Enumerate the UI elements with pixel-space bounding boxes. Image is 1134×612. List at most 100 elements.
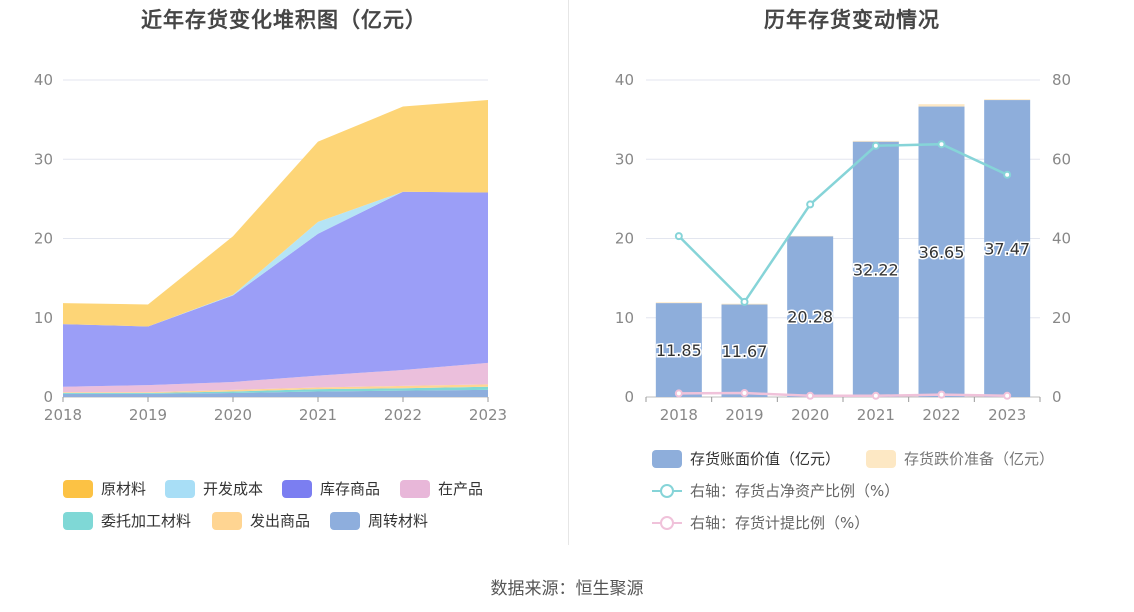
legend-item[interactable]: 开发成本 bbox=[165, 478, 263, 499]
x-tick-label: 2018 bbox=[660, 406, 698, 424]
area-周转材料 bbox=[63, 389, 488, 397]
y-tick-label: 0 bbox=[43, 388, 53, 406]
legend-swatch bbox=[165, 479, 195, 498]
panel-divider bbox=[568, 0, 569, 545]
bar-book-value bbox=[918, 106, 965, 397]
y2-tick-label: 0 bbox=[1052, 388, 1062, 406]
area-开发成本 bbox=[63, 191, 488, 327]
y2-tick-label: 40 bbox=[1052, 230, 1071, 248]
bar-book-value bbox=[852, 141, 899, 397]
legend-item[interactable]: 右轴：存货计提比例（%） bbox=[652, 512, 869, 533]
right-chart-legend: 存货账面价值（亿元） 存货跌价准备（亿元） 右轴：存货占净资产比例（%） 右轴：存货计… bbox=[570, 446, 1134, 536]
x-tick-label: 2020 bbox=[791, 406, 829, 424]
legend-label: 委托加工材料 bbox=[101, 512, 192, 530]
legend-item[interactable]: 周转材料 bbox=[330, 510, 428, 531]
area-原材料 bbox=[63, 100, 488, 327]
legend-item[interactable]: 原材料 bbox=[63, 478, 146, 499]
area-发出商品 bbox=[63, 384, 488, 394]
bar-provision bbox=[984, 99, 1031, 101]
area-在产品 bbox=[63, 362, 488, 393]
y2-tick-label: 60 bbox=[1052, 150, 1071, 168]
y-tick-label: 20 bbox=[615, 230, 634, 248]
legend-swatch bbox=[282, 479, 312, 498]
legend-item[interactable]: 存货账面价值（亿元） bbox=[652, 448, 840, 469]
legend-swatch bbox=[63, 479, 93, 498]
x-tick-label: 2020 bbox=[214, 406, 252, 424]
line-右轴：存货占净资产比例（%） bbox=[677, 142, 1008, 304]
legend-item[interactable]: 右轴：存货占净资产比例（%） bbox=[652, 480, 899, 501]
bar-data-label: 32.22 bbox=[853, 260, 899, 279]
x-tick-label: 2022 bbox=[384, 406, 422, 424]
legend-swatch bbox=[652, 514, 682, 532]
line-point bbox=[1003, 170, 1012, 179]
legend-swatch bbox=[212, 511, 242, 530]
left-chart-title: 近年存货变化堆积图（亿元） bbox=[141, 8, 427, 32]
x-tick-label: 2021 bbox=[857, 406, 895, 424]
y-tick-label: 10 bbox=[34, 309, 53, 327]
bar-data-label: 36.65 bbox=[919, 243, 965, 262]
x-tick-label: 2023 bbox=[988, 406, 1026, 424]
legend-label: 在产品 bbox=[438, 480, 484, 498]
bar-data-label: 11.85 bbox=[656, 341, 702, 360]
stacked-area-chart: 0 10 20 30 40 2018 2019 2020 2021 2022 2023 bbox=[34, 71, 507, 424]
line-point bbox=[740, 389, 749, 398]
line-point bbox=[674, 389, 683, 398]
x-tick-label: 2023 bbox=[469, 406, 507, 424]
right-chart-panel: 历年存货变动情况 0 0 10 20 20 40 30 60 40 80 2018 2019 2020 2… bbox=[570, 0, 1134, 560]
legend-item[interactable]: 委托加工材料 bbox=[63, 510, 191, 531]
legend-label: 右轴：存货占净资产比例（%） bbox=[690, 482, 900, 500]
legend-label: 存货账面价值（亿元） bbox=[690, 450, 841, 468]
legend-swatch bbox=[652, 482, 682, 500]
legend-label: 库存商品 bbox=[320, 480, 381, 498]
x-tick-label: 2022 bbox=[922, 406, 960, 424]
bar-provision bbox=[852, 140, 899, 142]
right-chart-title: 历年存货变动情况 bbox=[764, 8, 940, 32]
legend-label: 周转材料 bbox=[368, 512, 429, 530]
y2-tick-label: 80 bbox=[1052, 71, 1071, 89]
area-委托加工材料 bbox=[63, 386, 488, 394]
y-tick-label: 10 bbox=[615, 309, 634, 327]
y-tick-label: 30 bbox=[34, 150, 53, 168]
legend-item[interactable]: 在产品 bbox=[400, 478, 483, 499]
legend-item[interactable]: 库存商品 bbox=[282, 478, 380, 499]
legend-label: 原材料 bbox=[101, 480, 147, 498]
legend-item[interactable]: 发出商品 bbox=[212, 510, 310, 531]
legend-swatch bbox=[330, 511, 360, 530]
bar-book-value bbox=[787, 236, 834, 397]
legend-swatch bbox=[63, 511, 93, 530]
left-chart-legend: 原材料 开发成本 库存商品 在产品委托加工材料 发出商品 周转材料 bbox=[0, 478, 568, 538]
legend-label: 开发成本 bbox=[203, 480, 264, 498]
line-point bbox=[871, 391, 880, 400]
x-tick-label: 2018 bbox=[44, 406, 82, 424]
bar-data-label: 37.47 bbox=[984, 240, 1030, 259]
left-chart-panel: 近年存货变化堆积图（亿元） 0 10 20 30 40 2018 2019 2020 2021 2… bbox=[0, 0, 568, 560]
legend-label: 存货跌价准备（亿元） bbox=[904, 450, 1055, 468]
y-tick-label: 40 bbox=[34, 71, 53, 89]
legend-label: 发出商品 bbox=[250, 512, 311, 530]
data-source-note: 数据来源：恒生聚源 bbox=[490, 579, 644, 599]
line-point bbox=[674, 232, 683, 241]
bar-book-value bbox=[721, 304, 768, 397]
x-tick-label: 2019 bbox=[129, 406, 167, 424]
line-point bbox=[871, 141, 880, 150]
line-point bbox=[806, 391, 815, 400]
legend-item[interactable]: 存货跌价准备（亿元） bbox=[866, 448, 1054, 469]
legend-label: 右轴：存货计提比例（%） bbox=[690, 514, 870, 532]
legend-swatch bbox=[400, 479, 430, 498]
line-point bbox=[740, 297, 749, 306]
line-右轴：存货计提比例（%） bbox=[678, 391, 1008, 398]
x-tick-label: 2019 bbox=[725, 406, 763, 424]
bar-data-label: 20.28 bbox=[787, 308, 833, 327]
line-point bbox=[806, 200, 815, 209]
line-point bbox=[937, 140, 946, 149]
line-point bbox=[1003, 391, 1012, 400]
bar-book-value bbox=[655, 303, 702, 397]
x-tick-label: 2021 bbox=[299, 406, 337, 424]
bar-data-label: 11.67 bbox=[722, 342, 768, 361]
y-tick-label: 40 bbox=[615, 71, 634, 89]
bar-book-value bbox=[984, 100, 1031, 398]
area-库存商品 bbox=[63, 191, 488, 387]
legend-swatch bbox=[652, 449, 682, 468]
legend-swatch bbox=[866, 449, 896, 468]
